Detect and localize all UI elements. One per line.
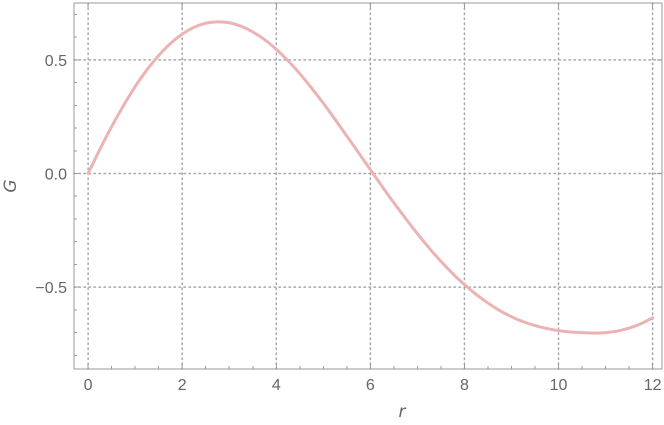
plot-frame [73,2,663,370]
y-axis-title: G [1,179,21,192]
x-tick-label: 6 [366,377,375,394]
y-tick-label: −0.5 [35,280,67,297]
x-tick-label: 2 [178,377,187,394]
x-tick-label: 12 [644,377,662,394]
y-tick-label: 0.5 [45,53,67,70]
series-layer [86,20,655,335]
axes-layer [73,2,663,370]
ticks-layer: 0 2 4 6 8 10 12 0.5 0.0 −0.5 [35,3,662,394]
x-tick-label: 0 [84,377,93,394]
x-tick-label: 8 [460,377,469,394]
series-line-0 [86,20,655,335]
x-tick-label: 4 [272,377,281,394]
x-tick-label: 10 [550,377,568,394]
grid-layer [73,2,663,370]
x-axis-title: r [399,402,407,422]
y-tick-label: 0.0 [45,166,67,183]
